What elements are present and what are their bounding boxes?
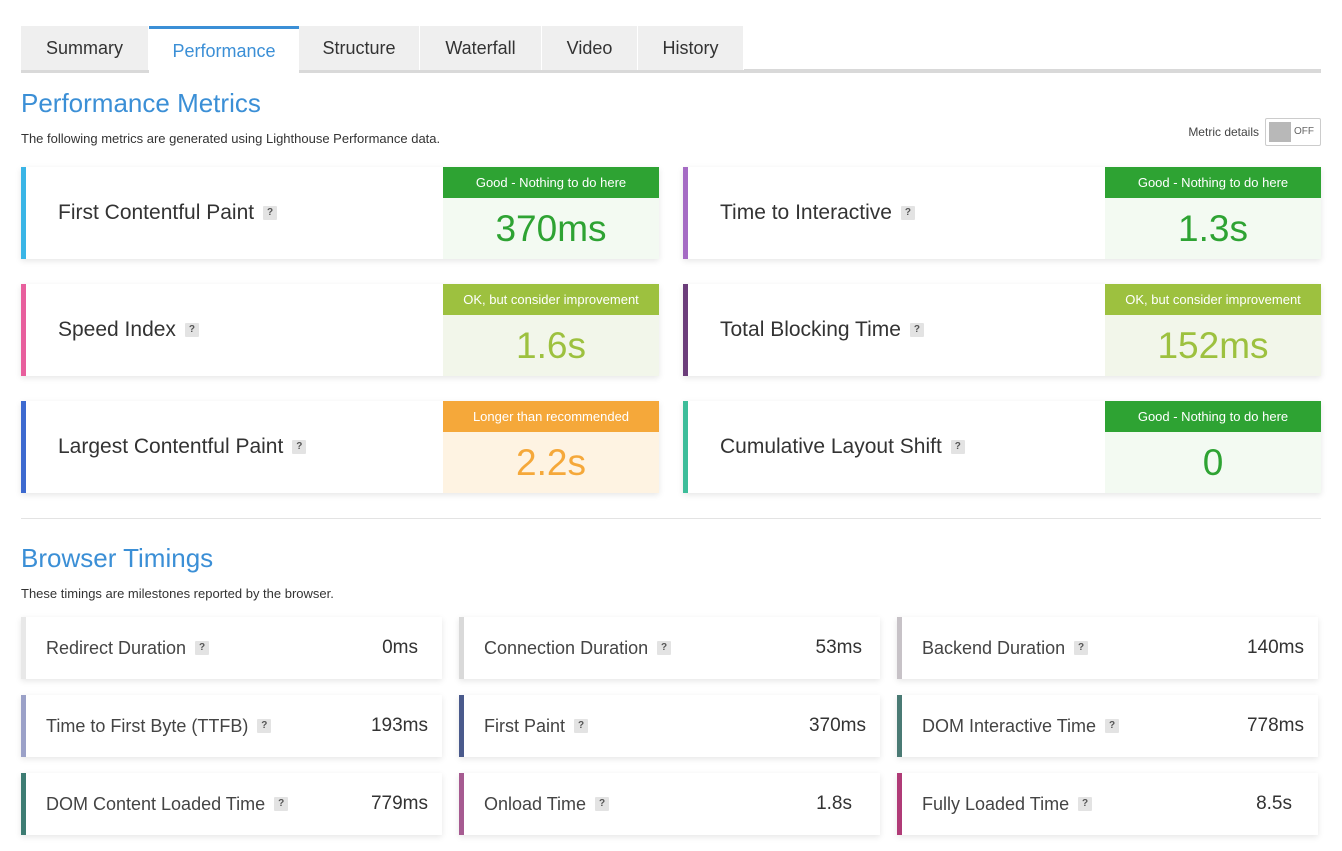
help-icon[interactable]: ? [595,797,610,811]
metric-name: Cumulative Layout Shift [720,435,942,458]
help-icon[interactable]: ? [292,440,307,454]
help-icon[interactable]: ? [263,206,278,220]
help-icon[interactable]: ? [274,797,289,811]
timing-fully-loaded: Fully Loaded Time? 8.5s [897,773,1318,835]
timing-onload: Onload Time? 1.8s [459,773,880,835]
help-icon[interactable]: ? [900,206,915,220]
metric-total-blocking-time: Total Blocking Time? OK, but consider im… [683,284,1321,376]
timing-connection-duration: Connection Duration? 53ms [459,617,880,679]
timing-name: Onload Time [484,793,587,814]
timing-value: 140ms [1246,637,1304,658]
tab-waterfall[interactable]: Waterfall [420,26,542,70]
help-icon[interactable]: ? [1074,641,1089,655]
metric-cumulative-layout-shift: Cumulative Layout Shift? Good - Nothing … [683,401,1321,493]
grade-label: Good - Nothing to do here [1105,167,1321,198]
timing-value: 8.5s [1256,793,1292,814]
metric-value: 370ms [443,198,659,259]
timing-ttfb: Time to First Byte (TTFB)? 193ms [21,695,442,757]
metric-details-label: Metric details [1188,125,1259,139]
timing-name: Connection Duration [484,637,649,658]
grade-label: Good - Nothing to do here [443,167,659,198]
metric-grade: OK, but consider improvement 152ms [1105,284,1321,376]
timing-name: First Paint [484,715,566,736]
timing-value: 193ms [370,715,428,736]
browser-timings-title: Browser Timings [21,543,214,573]
tab-structure[interactable]: Structure [299,26,420,70]
help-icon[interactable]: ? [950,440,965,454]
metric-value: 152ms [1105,315,1321,376]
timing-value: 778ms [1246,715,1304,736]
grade-label: Good - Nothing to do here [1105,401,1321,432]
timing-name: Backend Duration [922,637,1066,658]
timing-name: DOM Interactive Time [922,715,1097,736]
metric-grade: Longer than recommended 2.2s [443,401,659,493]
help-icon[interactable]: ? [184,323,199,337]
tab-bar-underline [21,69,1321,73]
metric-grade: Good - Nothing to do here 0 [1105,401,1321,493]
metric-speed-index: Speed Index? OK, but consider improvemen… [21,284,659,376]
metric-name: Largest Contentful Paint [58,435,284,458]
help-icon[interactable]: ? [574,719,589,733]
help-icon[interactable]: ? [257,719,272,733]
toggle-state: OFF [1294,126,1314,137]
metric-grade: Good - Nothing to do here 370ms [443,167,659,259]
timing-first-paint: First Paint? 370ms [459,695,880,757]
toggle-knob [1269,122,1291,142]
timing-backend-duration: Backend Duration? 140ms [897,617,1318,679]
metric-first-contentful-paint: First Contentful Paint? Good - Nothing t… [21,167,659,259]
browser-timings-subtitle: These timings are milestones reported by… [21,586,334,601]
metric-name: Total Blocking Time [720,318,901,341]
metric-details-toggle-group: Metric details OFF [1188,118,1321,146]
timing-redirect-duration: Redirect Duration? 0ms [21,617,442,679]
section-divider [21,518,1321,519]
performance-metrics-title: Performance Metrics [21,88,261,118]
metric-value: 1.6s [443,315,659,376]
grade-label: Longer than recommended [443,401,659,432]
timing-value: 779ms [370,793,428,814]
help-icon[interactable]: ? [1105,719,1120,733]
grade-label: OK, but consider improvement [443,284,659,315]
help-icon[interactable]: ? [1078,797,1093,811]
tab-performance[interactable]: Performance [149,26,299,73]
metric-value: 0 [1105,432,1321,493]
timing-dom-content-loaded: DOM Content Loaded Time? 779ms [21,773,442,835]
metric-largest-contentful-paint: Largest Contentful Paint? Longer than re… [21,401,659,493]
grade-label: OK, but consider improvement [1105,284,1321,315]
metric-name: First Contentful Paint [58,201,255,224]
tab-bar: Summary Performance Structure Waterfall … [21,26,1321,73]
timing-dom-interactive: DOM Interactive Time? 778ms [897,695,1318,757]
tab-history[interactable]: History [638,26,744,70]
timing-value: 53ms [815,637,862,658]
metric-name: Time to Interactive [720,201,892,224]
help-icon[interactable]: ? [195,641,210,655]
metric-details-toggle[interactable]: OFF [1265,118,1321,146]
metric-value: 2.2s [443,432,659,493]
performance-metrics-subtitle: The following metrics are generated usin… [21,131,441,146]
timing-name: DOM Content Loaded Time [46,793,266,814]
metric-grade: Good - Nothing to do here 1.3s [1105,167,1321,259]
metric-grade: OK, but consider improvement 1.6s [443,284,659,376]
metric-time-to-interactive: Time to Interactive? Good - Nothing to d… [683,167,1321,259]
timing-value: 370ms [808,715,866,736]
tab-video[interactable]: Video [542,26,638,70]
help-icon[interactable]: ? [909,323,924,337]
timing-value: 0ms [382,637,418,658]
timing-name: Redirect Duration [46,637,187,658]
metric-name: Speed Index [58,318,176,341]
timing-name: Time to First Byte (TTFB) [46,715,249,736]
timing-value: 1.8s [816,793,852,814]
help-icon[interactable]: ? [657,641,672,655]
metric-value: 1.3s [1105,198,1321,259]
tab-summary[interactable]: Summary [21,26,149,70]
timing-name: Fully Loaded Time [922,793,1070,814]
